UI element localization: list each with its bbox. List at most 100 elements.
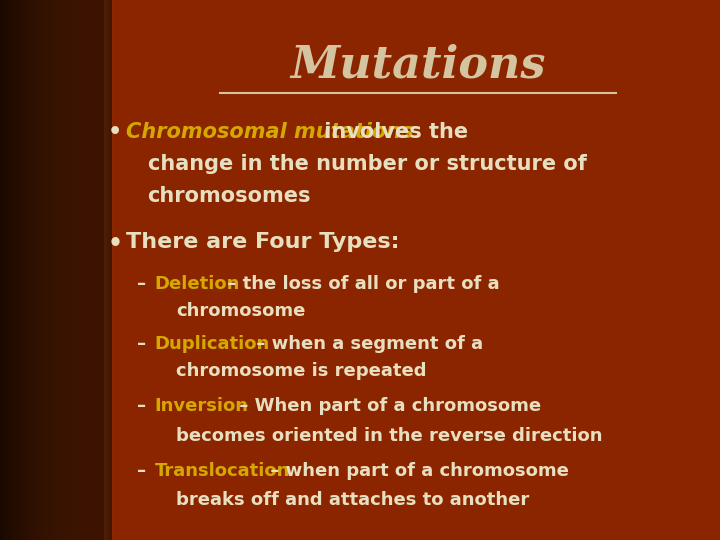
- Bar: [76, 0, 77, 540]
- Bar: [0, 0, 112, 540]
- Bar: [45, 0, 46, 540]
- Bar: [10, 0, 12, 540]
- Text: – When part of a chromosome: – When part of a chromosome: [233, 397, 541, 415]
- Bar: [53, 0, 55, 540]
- Text: –: –: [137, 335, 146, 353]
- Bar: [1, 0, 3, 540]
- Bar: [21, 0, 22, 540]
- Bar: [0, 0, 1, 540]
- Text: Translocation: Translocation: [155, 462, 290, 480]
- Bar: [15, 0, 17, 540]
- Bar: [30, 0, 31, 540]
- Bar: [37, 0, 39, 540]
- Text: – when part of a chromosome: – when part of a chromosome: [264, 462, 569, 480]
- Bar: [4, 0, 6, 540]
- Text: •: •: [108, 232, 123, 256]
- Bar: [33, 0, 35, 540]
- Bar: [22, 0, 24, 540]
- Bar: [77, 0, 78, 540]
- Bar: [102, 0, 103, 540]
- Bar: [66, 0, 67, 540]
- Bar: [24, 0, 25, 540]
- Text: •: •: [108, 122, 122, 141]
- Bar: [95, 0, 96, 540]
- Text: –: –: [137, 275, 146, 293]
- Text: –: –: [137, 397, 146, 415]
- Bar: [98, 0, 99, 540]
- Bar: [40, 0, 42, 540]
- Bar: [18, 0, 19, 540]
- Bar: [64, 0, 66, 540]
- Bar: [74, 0, 76, 540]
- Bar: [6, 0, 7, 540]
- Bar: [35, 0, 36, 540]
- Bar: [49, 0, 50, 540]
- Text: Chromosomal mutations: Chromosomal mutations: [126, 122, 413, 141]
- Text: Deletion: Deletion: [155, 275, 240, 293]
- Bar: [96, 0, 98, 540]
- Bar: [106, 0, 107, 540]
- Bar: [89, 0, 91, 540]
- Text: There are Four Types:: There are Four Types:: [126, 232, 400, 252]
- Bar: [101, 0, 102, 540]
- Bar: [57, 0, 58, 540]
- Bar: [104, 0, 106, 540]
- Text: – the loss of all or part of a: – the loss of all or part of a: [221, 275, 500, 293]
- Bar: [46, 0, 48, 540]
- Bar: [84, 0, 85, 540]
- Bar: [60, 0, 61, 540]
- Text: chromosomes: chromosomes: [148, 186, 311, 206]
- Bar: [110, 0, 112, 540]
- Bar: [25, 0, 27, 540]
- Bar: [31, 0, 32, 540]
- Text: – when a segment of a: – when a segment of a: [250, 335, 483, 353]
- Text: becomes oriented in the reverse direction: becomes oriented in the reverse directio…: [176, 427, 603, 444]
- Bar: [39, 0, 40, 540]
- Bar: [28, 0, 30, 540]
- Bar: [86, 0, 88, 540]
- Bar: [50, 0, 52, 540]
- Bar: [52, 0, 53, 540]
- Text: chromosome is repeated: chromosome is repeated: [176, 362, 427, 380]
- Bar: [109, 0, 110, 540]
- Bar: [56, 0, 57, 540]
- Bar: [94, 0, 95, 540]
- Bar: [32, 0, 34, 540]
- Bar: [12, 0, 14, 540]
- Bar: [107, 0, 109, 540]
- Text: change in the number or structure of: change in the number or structure of: [148, 154, 587, 174]
- Bar: [79, 0, 81, 540]
- Text: breaks off and attaches to another: breaks off and attaches to another: [176, 491, 530, 509]
- Bar: [70, 0, 71, 540]
- Bar: [19, 0, 21, 540]
- Bar: [14, 0, 15, 540]
- Bar: [42, 0, 43, 540]
- Text: Mutations: Mutations: [290, 43, 545, 86]
- Text: Duplication: Duplication: [155, 335, 270, 353]
- Bar: [81, 0, 82, 540]
- Bar: [88, 0, 89, 540]
- Bar: [71, 0, 73, 540]
- Bar: [7, 0, 9, 540]
- Bar: [68, 0, 70, 540]
- Text: –: –: [137, 462, 146, 480]
- Bar: [55, 0, 56, 540]
- Bar: [91, 0, 92, 540]
- Text: chromosome: chromosome: [176, 302, 306, 320]
- Bar: [58, 0, 60, 540]
- Bar: [36, 0, 37, 540]
- Bar: [82, 0, 84, 540]
- Bar: [67, 0, 68, 540]
- Bar: [99, 0, 101, 540]
- Bar: [92, 0, 94, 540]
- Bar: [61, 0, 63, 540]
- Bar: [9, 0, 10, 540]
- Bar: [73, 0, 74, 540]
- Bar: [63, 0, 64, 540]
- Text: Inversion: Inversion: [155, 397, 249, 415]
- Bar: [85, 0, 86, 540]
- Bar: [103, 0, 104, 540]
- Text: involves the: involves the: [317, 122, 468, 141]
- Bar: [17, 0, 18, 540]
- Bar: [43, 0, 45, 540]
